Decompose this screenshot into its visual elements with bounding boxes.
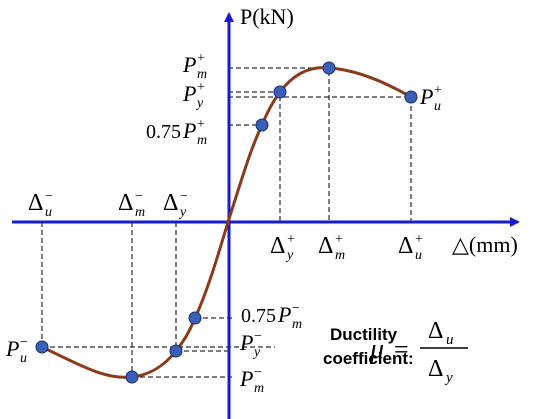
- label-sub: u: [45, 205, 52, 220]
- point: [255, 118, 269, 132]
- label-sup: +: [287, 232, 295, 247]
- point: [322, 61, 336, 75]
- label-sup: −: [254, 365, 262, 380]
- label-sup: −: [254, 329, 262, 344]
- label-sub: y: [195, 96, 204, 111]
- label-sub: m: [292, 317, 302, 332]
- label-sup: −: [292, 301, 300, 316]
- y-axis-label: P(kN): [240, 4, 294, 29]
- label-base: P: [5, 336, 19, 361]
- label-sub: m: [197, 133, 207, 148]
- point: [169, 344, 183, 358]
- labels: P +mP +y0.75 P +mP +uΔ −u Δ −m Δ −yΔ +y Δ +m Δ +u0.75 P −…: [5, 51, 442, 396]
- point: [188, 311, 202, 325]
- denominator-sub: y: [444, 370, 453, 386]
- caption: Ductility: [330, 325, 398, 344]
- label-base: Δ: [398, 233, 413, 259]
- point: [273, 85, 287, 99]
- label-sub: y: [178, 205, 187, 220]
- label-base: P: [239, 330, 253, 355]
- points: [35, 61, 418, 384]
- label-sub: m: [135, 205, 145, 220]
- formula: Ductility coefficient: μ = Δ u Δ y: [323, 318, 468, 386]
- label-sub: u: [434, 99, 441, 114]
- label-base: Δ: [118, 190, 133, 216]
- label-sup: +: [197, 80, 205, 95]
- label-base: P: [182, 118, 196, 143]
- label-sub: u: [20, 351, 27, 366]
- caption: coefficient:: [323, 349, 414, 368]
- label-sup: −: [45, 189, 53, 204]
- label-sup: +: [415, 232, 423, 247]
- label-sup: +: [197, 117, 205, 132]
- point: [35, 340, 49, 354]
- label-base: P: [419, 84, 433, 109]
- label-base: P: [182, 52, 196, 77]
- label-base: P: [277, 302, 291, 327]
- label-sup: +: [335, 232, 343, 247]
- equals: =: [394, 335, 409, 364]
- label-sub: y: [252, 345, 261, 360]
- curve: [41, 66, 412, 379]
- label-sup: +: [197, 51, 205, 66]
- x-axis-label: △(mm): [452, 232, 518, 257]
- label-base: P: [182, 81, 196, 106]
- point: [125, 370, 139, 384]
- label-coef: 0.75: [241, 305, 276, 327]
- label-sup: −: [135, 189, 143, 204]
- label-coef: 0.75: [146, 121, 181, 143]
- denominator: Δ: [428, 356, 443, 382]
- label-sup: −: [20, 335, 28, 350]
- label-sub: u: [415, 248, 422, 263]
- mu: μ: [369, 334, 384, 365]
- label-sub: y: [285, 248, 294, 263]
- numerator-sub: u: [446, 332, 454, 348]
- label-sup: +: [434, 83, 442, 98]
- label-sub: m: [335, 248, 345, 263]
- label-sub: m: [254, 381, 264, 396]
- numerator: Δ: [428, 318, 443, 344]
- label-base: P: [239, 366, 253, 391]
- label-base: Δ: [28, 190, 43, 216]
- label-sup: −: [180, 189, 188, 204]
- point: [404, 90, 418, 104]
- label-base: Δ: [163, 190, 178, 216]
- label-base: Δ: [318, 233, 333, 259]
- label-base: Δ: [270, 233, 285, 259]
- label-sub: m: [197, 67, 207, 82]
